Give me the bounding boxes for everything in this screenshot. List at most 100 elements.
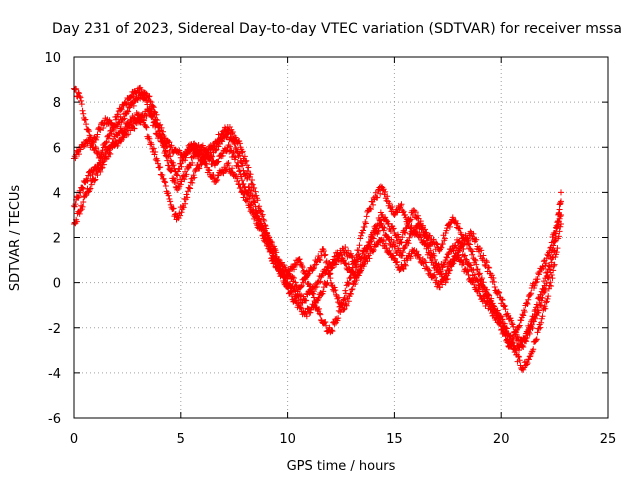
data-point <box>159 138 166 145</box>
data-point <box>79 107 86 114</box>
data-point <box>89 138 96 145</box>
data-point <box>238 173 245 180</box>
data-point <box>456 225 463 232</box>
data-point <box>80 198 87 205</box>
data-point <box>406 234 413 241</box>
data-point <box>348 253 355 260</box>
data-point <box>303 297 310 304</box>
data-point <box>543 260 550 267</box>
data-point <box>118 106 125 113</box>
data-point <box>226 123 233 130</box>
data-point <box>480 252 487 259</box>
data-point <box>196 151 203 158</box>
data-point <box>152 156 159 163</box>
data-point <box>478 275 485 282</box>
data-point <box>483 286 490 293</box>
data-point <box>488 300 495 307</box>
data-point <box>356 242 363 249</box>
data-point <box>467 262 474 269</box>
data-point <box>469 251 476 258</box>
data-point <box>520 312 527 319</box>
data-point <box>124 108 131 115</box>
data-point <box>88 138 95 145</box>
data-point <box>360 227 367 234</box>
data-point <box>92 143 99 150</box>
data-point <box>317 256 324 263</box>
data-point <box>78 97 85 104</box>
data-point <box>488 272 495 279</box>
data-point <box>246 173 253 180</box>
data-point <box>480 279 487 286</box>
data-point <box>276 261 283 268</box>
data-point <box>147 112 154 119</box>
data-point <box>533 337 540 344</box>
y-tick-label: 6 <box>53 141 61 156</box>
data-point <box>393 206 400 213</box>
data-point <box>375 241 382 248</box>
x-tick-label: 15 <box>386 432 403 447</box>
data-point <box>558 189 565 196</box>
data-point <box>342 287 349 294</box>
data-point <box>247 171 254 178</box>
data-point <box>398 239 405 246</box>
x-tick-label: 25 <box>600 432 617 447</box>
data-point <box>547 269 554 276</box>
data-point <box>347 275 354 282</box>
data-point <box>155 160 162 167</box>
data-point <box>111 122 118 129</box>
data-point <box>189 175 196 182</box>
data-point <box>251 185 258 192</box>
data-point <box>117 138 124 145</box>
data-point <box>241 183 248 190</box>
data-point <box>244 168 251 175</box>
data-point <box>266 238 273 245</box>
data-point <box>103 138 110 145</box>
data-point <box>162 147 169 154</box>
data-point <box>340 297 347 304</box>
data-point <box>292 279 299 286</box>
data-point <box>490 274 497 281</box>
data-point <box>502 332 509 339</box>
data-point <box>317 278 324 285</box>
data-point <box>158 134 165 141</box>
data-point <box>395 247 402 254</box>
data-point <box>342 260 349 267</box>
data-point <box>516 357 523 364</box>
data-point <box>161 178 168 185</box>
data-point <box>525 296 532 303</box>
data-point <box>291 275 298 282</box>
data-point <box>310 264 317 271</box>
data-point <box>367 234 374 241</box>
data-point <box>261 221 268 228</box>
data-point <box>522 337 529 344</box>
data-point <box>146 93 153 100</box>
data-point <box>145 93 152 100</box>
data-point <box>367 206 374 213</box>
data-point <box>508 340 515 347</box>
data-point <box>450 260 457 267</box>
data-point <box>401 245 408 252</box>
data-point <box>412 209 419 216</box>
data-point <box>464 257 471 264</box>
data-point <box>431 271 438 278</box>
data-point <box>130 93 137 100</box>
data-point <box>446 267 453 274</box>
data-point <box>79 184 86 191</box>
data-point <box>538 266 545 273</box>
data-point <box>257 207 264 214</box>
data-point <box>150 103 157 110</box>
data-point <box>170 205 177 212</box>
data-point <box>392 255 399 262</box>
data-point <box>355 251 362 258</box>
data-point <box>535 270 542 277</box>
data-point <box>389 226 396 233</box>
data-point <box>164 143 171 150</box>
data-point <box>75 90 82 97</box>
data-point <box>195 154 202 161</box>
data-point <box>313 283 320 290</box>
data-point <box>438 244 445 251</box>
data-point <box>406 217 413 224</box>
data-point <box>304 305 311 312</box>
data-point <box>486 264 493 271</box>
data-point <box>551 248 558 255</box>
